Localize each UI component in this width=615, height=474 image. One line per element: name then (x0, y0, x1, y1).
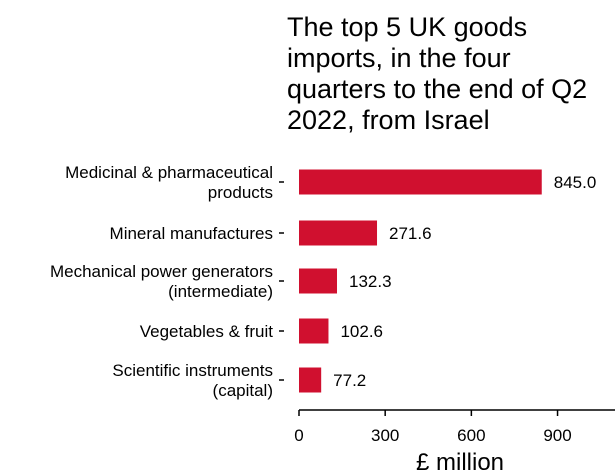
category-label: Mineral manufactures (110, 224, 273, 243)
chart-title-line: imports, in the four (287, 43, 511, 73)
bar (299, 220, 378, 246)
y-axis-ticks (279, 181, 284, 381)
chart-title-line: quarters to the end of Q2 (287, 74, 587, 104)
category-label: Scientific instruments (112, 361, 273, 380)
x-tick-labels: 0 300 600 900 (294, 426, 571, 445)
category-label: Mechanical power generators (50, 262, 273, 281)
category-label: (intermediate) (168, 282, 273, 301)
bar (299, 367, 322, 393)
value-label: 102.6 (340, 322, 383, 341)
bar (299, 169, 542, 195)
category-label: Vegetables & fruit (140, 322, 274, 341)
bar (299, 268, 338, 294)
category-label: (capital) (213, 381, 273, 400)
value-label: 845.0 (554, 173, 597, 192)
x-tick-label: 900 (543, 426, 571, 445)
x-axis-ticks (298, 410, 559, 416)
value-labels: 845.0 271.6 132.3 102.6 77.2 (333, 173, 596, 390)
category-label: Medicinal & pharmaceutical (65, 163, 273, 182)
chart-title: The top 5 UK goods imports, in the four qu… (287, 12, 587, 135)
x-axis-title: £ million (416, 449, 504, 474)
category-label: products (208, 183, 273, 202)
x-tick-label: 600 (457, 426, 485, 445)
chart-title-line: 2022, from Israel (287, 105, 490, 135)
value-label: 271.6 (389, 224, 432, 243)
value-label: 77.2 (333, 371, 366, 390)
x-tick-label: 300 (371, 426, 399, 445)
value-label: 132.3 (349, 272, 392, 291)
bars (299, 169, 542, 393)
chart-title-line: The top 5 UK goods (287, 12, 527, 42)
bar (299, 318, 329, 344)
x-tick-label: 0 (294, 426, 303, 445)
